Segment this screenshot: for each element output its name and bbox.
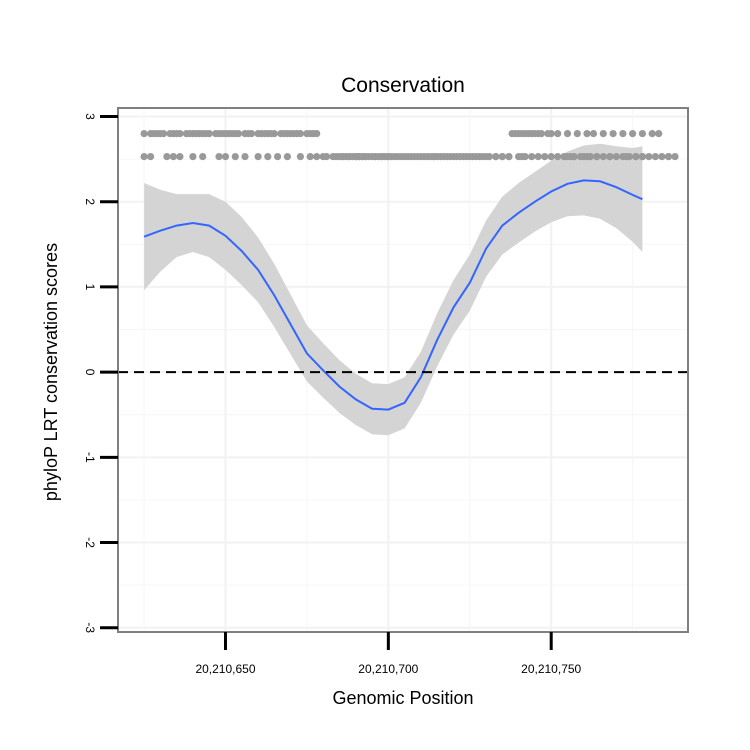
y-tick-label: -2: [83, 537, 97, 548]
data-point: [554, 153, 562, 161]
y-tick-label: 0: [83, 369, 97, 376]
y-tick-label: 2: [83, 198, 97, 205]
data-point: [537, 130, 546, 138]
data-point: [622, 153, 630, 161]
data-point: [593, 153, 601, 161]
data-point: [176, 130, 184, 138]
data-point: [589, 130, 598, 138]
data-point: [645, 153, 653, 161]
data-point: [160, 130, 168, 138]
data-point: [576, 153, 585, 161]
data-point: [313, 130, 321, 138]
data-point: [651, 153, 660, 161]
data-point: [241, 153, 249, 161]
plot-border: [117, 107, 689, 633]
data-point: [570, 153, 578, 161]
data-point: [521, 153, 529, 161]
data-point: [234, 130, 243, 138]
data-point: [254, 153, 262, 161]
data-point: [296, 130, 304, 138]
data-point: [322, 153, 331, 161]
data-point: [205, 130, 213, 138]
data-point: [671, 153, 679, 161]
x-tick-label: 20,210,650: [195, 662, 255, 676]
data-point: [221, 153, 230, 161]
data-point: [629, 130, 637, 138]
data-point: [541, 153, 549, 161]
data-point: [563, 130, 572, 138]
data-point: [492, 153, 500, 161]
data-point: [573, 130, 581, 138]
data-point: [554, 130, 562, 138]
data-point: [140, 153, 148, 161]
y-tick-label: 3: [83, 113, 97, 120]
data-point: [176, 153, 184, 161]
data-point: [485, 153, 493, 161]
data-point: [648, 130, 656, 138]
data-point: [599, 130, 607, 138]
y-tick-label: -1: [83, 452, 97, 463]
data-point: [231, 153, 239, 161]
data-point: [215, 153, 223, 161]
data-point: [283, 153, 291, 161]
data-point: [274, 153, 282, 161]
data-point: [140, 130, 148, 138]
y-axis-label: phyloP LRT conservation scores: [41, 243, 61, 501]
data-point: [599, 153, 607, 161]
data-point: [270, 130, 278, 138]
data-point: [498, 153, 506, 161]
data-point: [632, 153, 640, 161]
data-point: [638, 130, 647, 138]
data-point: [547, 130, 555, 138]
x-tick-label: 20,210,700: [358, 662, 418, 676]
data-point: [515, 153, 523, 161]
data-point: [306, 153, 314, 161]
plot-area: -3 -2 -1 0 1 2 3 20,210,650 20,210,700 20,210,750: [83, 107, 689, 676]
data-point: [505, 153, 513, 161]
data-point: [528, 153, 536, 161]
data-point: [189, 153, 197, 161]
data-point: [534, 153, 542, 161]
data-point: [638, 153, 647, 161]
data-point: [199, 153, 207, 161]
data-point: [658, 153, 666, 161]
data-point: [586, 153, 594, 161]
data-point: [147, 153, 155, 161]
data-point: [313, 153, 321, 161]
data-point: [296, 153, 304, 161]
data-point: [247, 130, 256, 138]
data-point: [612, 153, 620, 161]
data-point: [264, 153, 272, 161]
data-point: [547, 153, 555, 161]
data-point: [609, 130, 617, 138]
data-point: [583, 130, 591, 138]
data-point: [606, 153, 614, 161]
confidence-band: [144, 143, 643, 436]
data-point: [163, 153, 171, 161]
y-tick-label: 1: [83, 284, 97, 291]
data-point: [169, 153, 177, 161]
data-point: [664, 153, 673, 161]
x-tick-label: 20,210,750: [521, 662, 581, 676]
data-point: [619, 130, 627, 138]
data-point: [479, 153, 487, 161]
smooth-line: [143, 179, 643, 411]
chart-title: Conservation: [341, 74, 465, 97]
y-tick-label: -3: [83, 622, 97, 633]
x-axis-label: Genomic Position: [332, 688, 473, 708]
data-point: [655, 130, 663, 138]
